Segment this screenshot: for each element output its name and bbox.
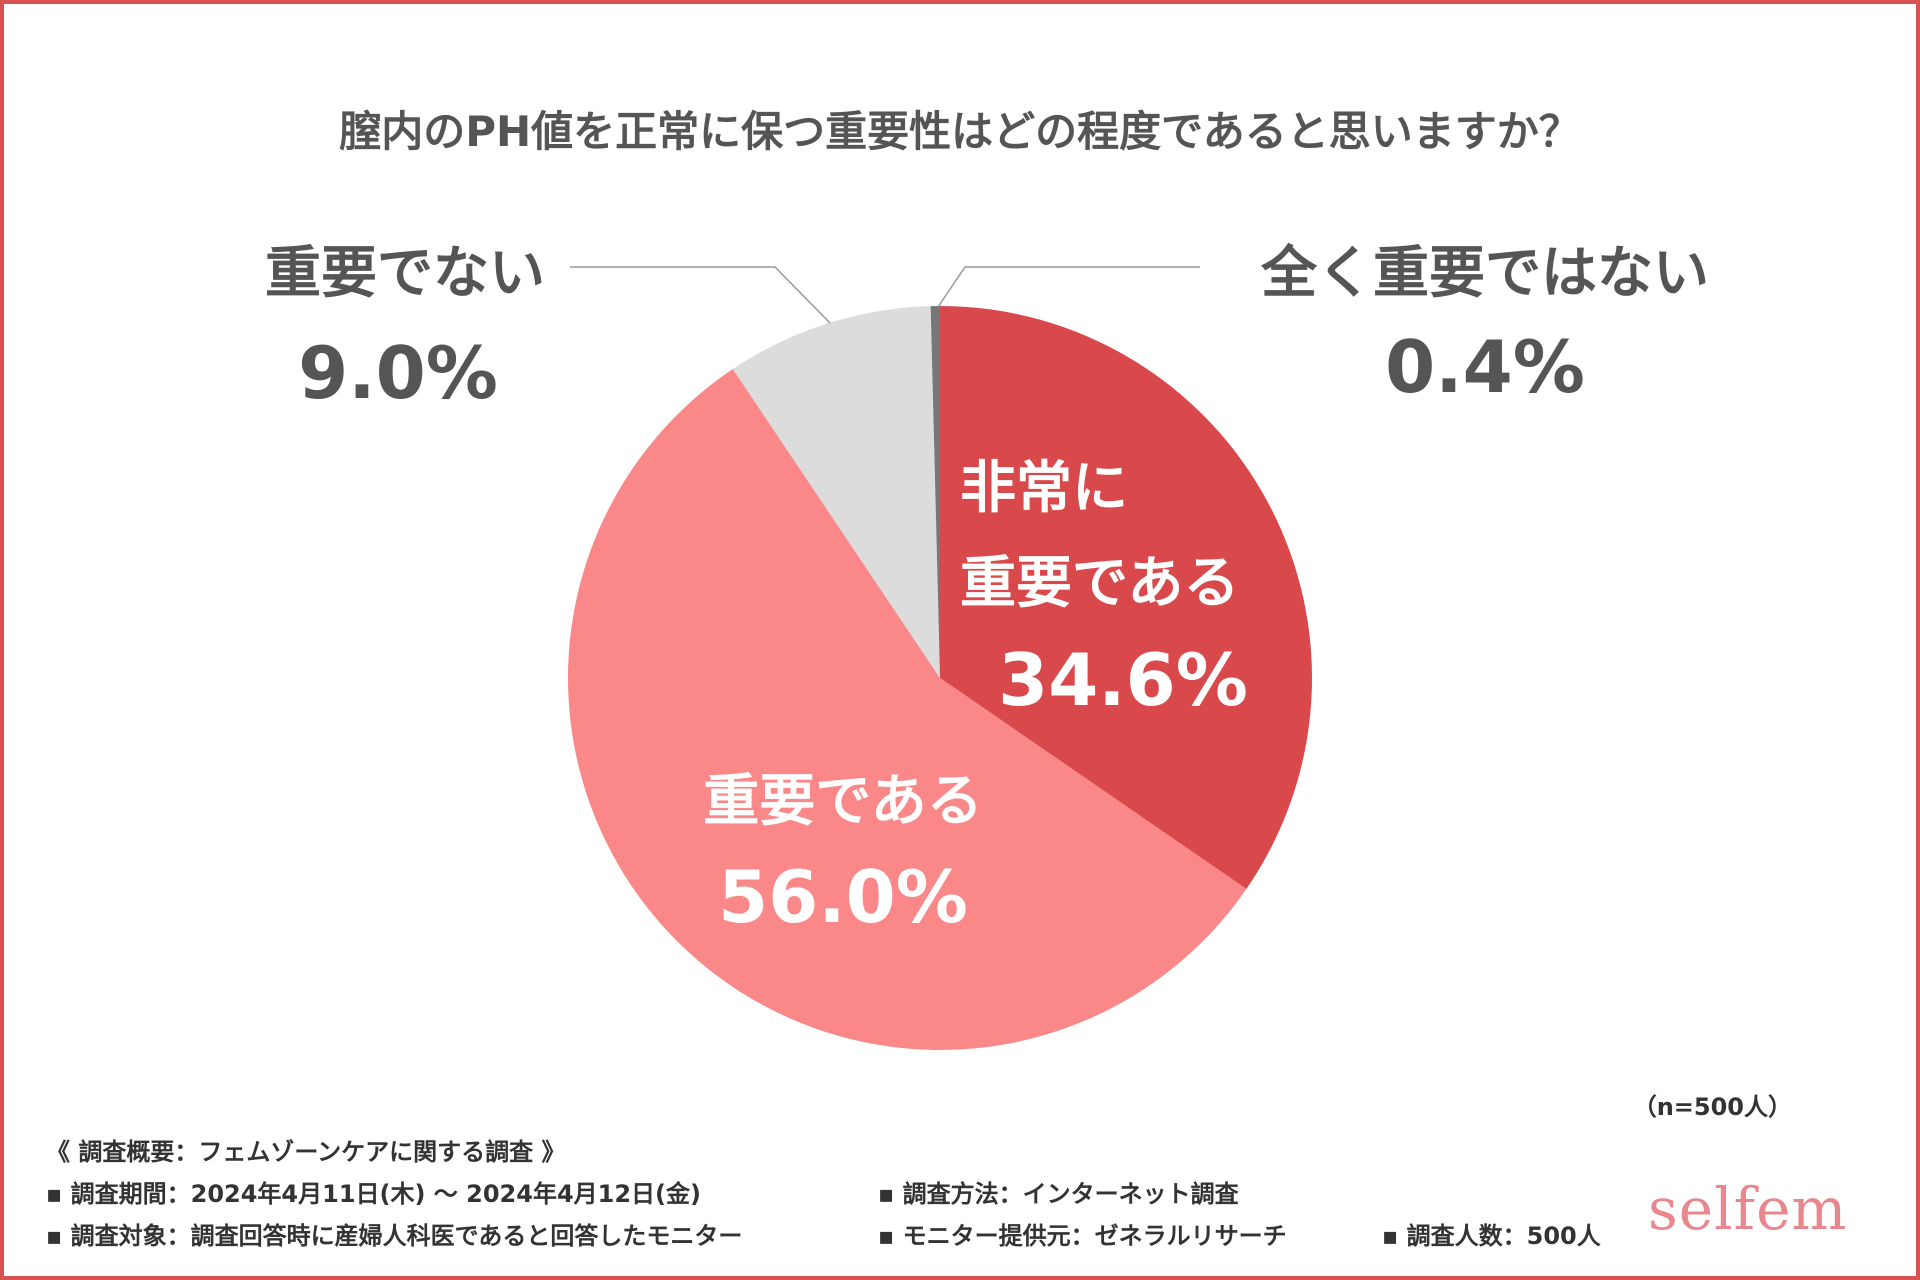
survey-method: ▪ 調査方法：インターネット調査 (878, 1180, 1239, 1208)
sample-size-label: （n=500人） (1632, 1093, 1792, 1121)
chart-title: 膣内のPH値を正常に保つ重要性はどの程度であると思いますか？ (339, 107, 1581, 156)
slice-label-very-important-line1: 非常に (960, 456, 1128, 521)
slice-label-important: 重要である (703, 769, 982, 834)
pie-slice-not-at-all-important (930, 306, 940, 678)
pie-slice-not-important (732, 306, 940, 678)
survey-period: ▪ 調査期間：2024年4月11日(木) ～ 2024年4月12日(金) (46, 1180, 701, 1208)
slice-label-very-important-line2: 重要である (960, 551, 1239, 616)
survey-overview: 《 調査概要：フェムゾーンケアに関する調査 》 (46, 1138, 566, 1166)
survey-provider: ▪ モニター提供元：ゼネラルリサーチ (878, 1222, 1287, 1250)
survey-target: ▪ 調査対象：調査回答時に産婦人科医であると回答したモニター (46, 1222, 743, 1250)
slice-label-not-important: 重要でない (265, 241, 545, 306)
leader-line-not-at-all (937, 266, 1200, 308)
slice-value-not-at-all-important: 0.4% (1385, 325, 1585, 409)
slice-value-very-important: 34.6% (998, 638, 1248, 722)
leader-line-important-not (570, 266, 831, 324)
slice-label-not-at-all-important: 全く重要ではない (1260, 241, 1709, 306)
slice-value-important: 56.0% (718, 855, 968, 939)
selfem-logo: selfem (1648, 1175, 1848, 1243)
slice-value-not-important: 9.0% (298, 331, 498, 415)
survey-count: ▪ 調査人数：500人 (1382, 1222, 1601, 1250)
pie-slice-very-important (940, 306, 1312, 890)
pie-slice-important (568, 369, 1247, 1050)
